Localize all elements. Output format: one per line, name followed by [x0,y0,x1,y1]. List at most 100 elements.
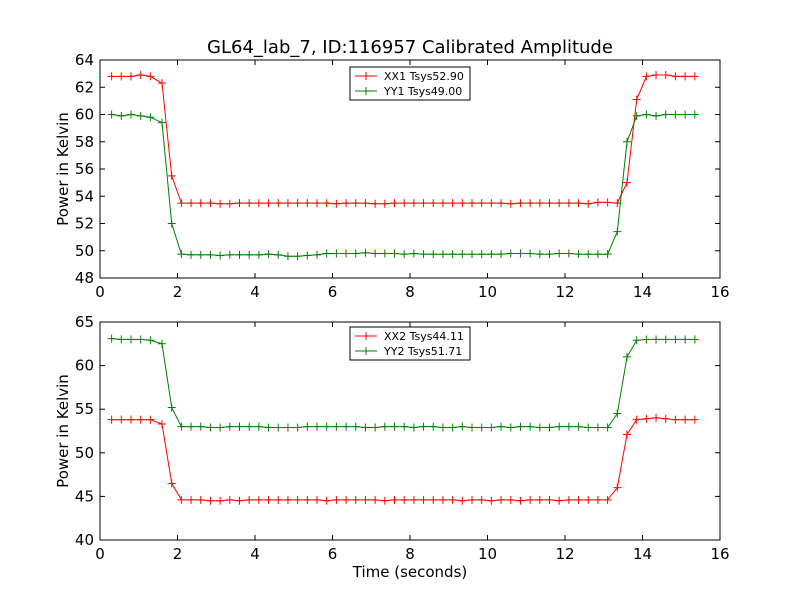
data-point-marker [690,110,699,119]
data-point-marker [225,199,234,208]
data-point-marker [283,423,292,432]
data-point-marker [361,495,370,504]
data-point-marker [254,422,263,431]
data-point-marker [632,111,641,120]
data-point-marker [146,113,155,122]
data-point-marker [438,250,447,259]
legend-marker [362,72,370,80]
data-point-marker [603,198,612,207]
data-point-marker [506,423,515,432]
data-point-marker [409,249,418,258]
data-point-marker [506,199,515,208]
data-point-marker [516,199,525,208]
data-point-marker [526,199,535,208]
x-tick-label: 16 [710,283,729,301]
data-point-marker [632,95,641,104]
data-point-marker [487,423,496,432]
data-point-marker [400,422,409,431]
data-point-marker [390,422,399,431]
data-point-marker [526,422,535,431]
data-point-marker [487,496,496,505]
data-point-marker [167,171,176,180]
data-point-marker [516,422,525,431]
data-point-marker [516,496,525,505]
x-tick-label: 4 [250,283,260,301]
data-point-marker [117,111,126,120]
data-point-marker [264,250,273,259]
data-point-marker [438,199,447,208]
data-point-marker [584,250,593,259]
x-tick-label: 16 [710,545,729,563]
y-axis-label: Power in Kelvin [54,112,72,226]
data-point-marker [293,199,302,208]
data-point-marker [584,199,593,208]
data-point-marker [303,251,312,260]
data-point-marker [468,199,476,208]
data-point-marker [371,423,380,432]
data-point-marker [593,495,602,504]
data-point-marker [167,219,176,228]
legend-box [349,66,471,101]
data-point-marker [652,413,661,422]
data-point-marker [535,423,544,432]
data-point-marker [603,250,612,259]
data-point-marker [322,249,331,258]
data-point-marker [671,110,680,119]
data-point-marker [136,111,145,120]
data-point-marker [274,250,283,259]
data-point-marker [409,199,418,208]
legend: XX2 Tsys44.11 YY2 Tsys51.71 [349,326,471,361]
data-point-marker [313,422,321,431]
data-point-marker [613,483,622,492]
data-point-marker [661,110,670,119]
data-point-marker [555,199,564,208]
data-point-marker [225,250,234,259]
data-point-marker [681,415,690,424]
data-point-marker [545,250,554,259]
data-point-marker [574,250,583,259]
data-point-marker [313,495,321,504]
data-point-marker [419,250,428,259]
x-tick-label: 14 [633,545,652,563]
data-point-marker [409,423,418,432]
data-point-marker [107,72,116,81]
data-point-marker [361,248,370,257]
data-point-marker [274,199,283,208]
data-point-marker [661,335,670,344]
data-point-marker [661,70,670,79]
data-point-marker [380,199,389,208]
data-point-marker [487,250,496,259]
data-point-marker [380,422,389,431]
data-point-marker [506,495,515,504]
data-point-marker [477,423,486,432]
data-point-marker [136,415,145,424]
y-axis-label: Power in Kelvin [54,374,72,488]
data-point-marker [158,420,166,429]
data-point-marker [564,422,573,431]
data-point-marker [351,249,360,258]
data-point-marker [167,403,176,412]
data-point-marker [390,495,399,504]
x-tick-label: 6 [328,283,338,301]
data-point-marker [245,199,254,208]
legend-marker [362,87,370,95]
data-point-marker [438,495,447,504]
data-point-marker [274,423,283,432]
data-point-marker [216,423,225,432]
data-point-marker [216,199,225,208]
data-point-marker [419,199,428,208]
y-tick-label: 50 [75,444,94,462]
data-point-marker [187,199,196,208]
data-point-marker [225,495,234,504]
data-point-marker [342,495,351,504]
data-point-marker [448,495,457,504]
data-point-marker [448,199,457,208]
data-point-marker [136,70,145,79]
x-tick-label: 8 [405,545,415,563]
data-point-marker [351,422,360,431]
y-tick-label: 64 [75,51,94,69]
series-2-1 [107,413,699,505]
data-point-marker [313,199,321,208]
data-point-marker [332,422,341,431]
